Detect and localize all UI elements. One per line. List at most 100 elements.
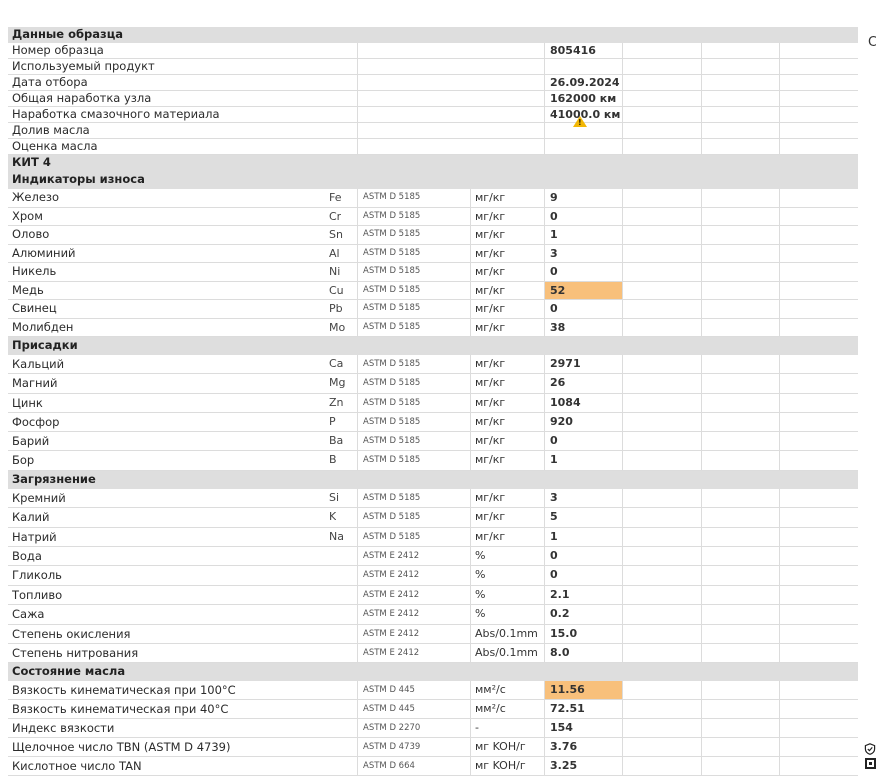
parameter-name: Кальций: [12, 357, 65, 371]
measurement-row: Хром Cr ASTM D 5185 мг/кг 0: [8, 207, 858, 226]
empty-cell: [622, 318, 701, 336]
measurement-row: Олово Sn ASTM D 5185 мг/кг 1: [8, 226, 858, 245]
parameter-name: Молибден: [12, 319, 74, 334]
empty-cell: [779, 123, 858, 138]
measurement-row: Свинец Pb ASTM D 5185 мг/кг 0: [8, 300, 858, 319]
test-method: ASTM D 5185: [357, 318, 470, 336]
measured-value: 1: [544, 527, 622, 546]
empty-cell: [701, 566, 779, 585]
empty-cell: [701, 681, 779, 700]
parameter-name: Хром: [12, 208, 43, 223]
oil-analysis-report: Данные образца Номер образца 805416 Использ…: [8, 27, 858, 776]
test-method: ASTM D 4739: [357, 738, 470, 757]
shield-icon[interactable]: [864, 743, 876, 755]
measured-value: 1: [544, 451, 622, 470]
parameter-name: Никель: [12, 264, 57, 278]
empty-cell: [701, 355, 779, 374]
unit: мг/кг: [470, 374, 544, 393]
measured-value: 3: [544, 488, 622, 508]
empty-cell: [622, 624, 701, 643]
empty-cell: [622, 527, 701, 546]
empty-cell: [622, 43, 701, 58]
empty-cell: [779, 189, 858, 207]
empty-cell: [701, 757, 779, 776]
empty-cell: [779, 738, 858, 757]
empty-cell: [622, 393, 701, 412]
sample-info-row: Наработка смазочного материала 41000.0 км: [8, 107, 858, 123]
empty-cell: [622, 91, 701, 106]
measured-value: 26: [544, 374, 622, 393]
measurement-row: Щелочное число TBN (ASTM D 4739) ASTM D 4…: [8, 738, 858, 758]
unit: мг/кг: [470, 412, 544, 432]
measurement-row: Барий Ba ASTM D 5185 мг/кг 0: [8, 432, 858, 452]
measurement-row: Кремний Si ASTM D 5185 мг/кг 3: [8, 488, 858, 509]
empty-cell: [701, 432, 779, 451]
empty-cell: [701, 123, 779, 138]
element-symbol: Fe: [329, 191, 342, 204]
parameter-name: Цинк: [12, 395, 43, 410]
test-method: ASTM D 2270: [357, 719, 470, 738]
unit: мг KOH/г: [470, 757, 544, 776]
element-symbol: Si: [329, 490, 340, 504]
element-symbol: Na: [329, 529, 344, 543]
sample-field-value: [544, 123, 622, 138]
method-cell: [357, 139, 470, 154]
empty-cell: [622, 263, 701, 281]
empty-cell: [622, 189, 701, 207]
empty-cell: [701, 719, 779, 738]
measurement-row: Вода ASTM E 2412% 0: [8, 546, 858, 567]
empty-cell: [701, 738, 779, 757]
sample-field-label: Оценка масла: [12, 139, 98, 153]
measured-value: 72.51: [544, 700, 622, 719]
test-method: ASTM D 5185: [357, 189, 470, 207]
empty-cell: [779, 451, 858, 470]
empty-cell: [701, 43, 779, 58]
flagged-value: 52: [544, 281, 622, 299]
measurement-row: Никель Ni ASTM D 5185 мг/кг 0: [8, 263, 858, 282]
unit: мг KOH/г: [470, 738, 544, 757]
measured-value: 154: [544, 719, 622, 738]
element-symbol: Sn: [329, 228, 343, 241]
empty-cell: [779, 59, 858, 74]
empty-cell: [701, 412, 779, 432]
empty-cell: [779, 43, 858, 58]
parameter-name: Индекс вязкости: [12, 721, 115, 736]
section-header: Индикаторы износа: [8, 171, 858, 189]
measurement-row: Бор B ASTM D 5185 мг/кг 1: [8, 451, 858, 471]
empty-cell: [779, 263, 858, 281]
qr-code-icon[interactable]: [865, 758, 876, 769]
measured-value: 0: [544, 546, 622, 566]
sample-info-row: Общая наработка узла 162000 км: [8, 91, 858, 107]
empty-cell: [622, 681, 701, 700]
empty-cell: [701, 546, 779, 566]
unit-cell: [470, 107, 544, 122]
element-symbol: K: [329, 510, 337, 524]
empty-cell: [779, 643, 858, 663]
element-symbol: Cu: [329, 283, 344, 297]
unit: мг/кг: [470, 263, 544, 281]
parameter-name: Степень нитрования: [12, 645, 139, 660]
empty-cell: [622, 281, 701, 299]
test-method: ASTM D 445: [357, 700, 470, 719]
sample-field-label: Наработка смазочного материала: [12, 107, 220, 121]
empty-cell: [622, 412, 701, 432]
test-method: ASTM D 5185: [357, 355, 470, 374]
unit: мг/кг: [470, 527, 544, 546]
empty-cell: [622, 738, 701, 757]
empty-cell: [622, 585, 701, 605]
empty-cell: [779, 566, 858, 585]
unit: мг/кг: [470, 318, 544, 336]
test-method: ASTM E 2412: [357, 643, 470, 663]
measurement-row: Цинк Zn ASTM D 5185 мг/кг 1084: [8, 393, 858, 413]
unit: мг/кг: [470, 451, 544, 470]
parameter-name: Алюминий: [12, 245, 76, 260]
empty-cell: [779, 432, 858, 451]
test-method: ASTM D 5185: [357, 451, 470, 470]
empty-cell: [779, 355, 858, 374]
method-cell: [357, 43, 470, 58]
measured-value: 3.76: [544, 738, 622, 757]
sample-info-row: Номер образца 805416: [8, 43, 858, 59]
empty-cell: [622, 757, 701, 776]
sample-field-value: 805416: [544, 43, 622, 58]
unit: Abs/0.1mm: [470, 624, 544, 643]
